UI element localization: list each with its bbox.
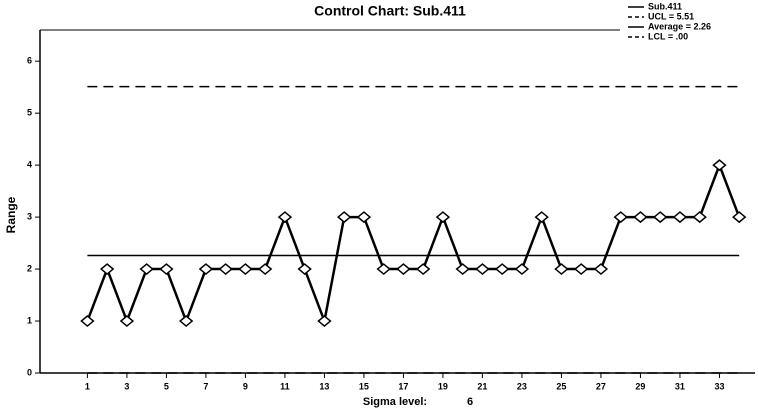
legend-label: Sub.411 <box>648 1 682 11</box>
point-marker <box>475 263 490 276</box>
y-tick-label: 6 <box>27 56 32 66</box>
legend-label: Average = 2.26 <box>648 21 711 31</box>
x-tick-label: 25 <box>556 381 566 391</box>
y-tick-label: 0 <box>27 367 32 377</box>
y-tick-label: 5 <box>27 108 32 118</box>
point-marker <box>257 263 273 276</box>
x-tick-label: 1 <box>85 381 90 391</box>
point-marker <box>297 263 312 276</box>
x-tick-label: 5 <box>164 381 169 391</box>
point-marker <box>455 263 470 276</box>
point-marker <box>218 263 233 276</box>
point-marker <box>416 263 431 276</box>
x-tick-label: 9 <box>243 381 248 391</box>
point-marker <box>435 211 451 224</box>
point-marker <box>613 211 628 224</box>
point-marker <box>336 211 352 224</box>
point-marker <box>534 211 549 224</box>
point-marker <box>633 211 648 224</box>
legend-label: UCL = 5.51 <box>648 11 694 21</box>
x-tick-label: 7 <box>203 381 208 391</box>
point-marker <box>80 315 95 328</box>
x-tick-label: 33 <box>714 381 724 391</box>
x-tick-label: 13 <box>319 381 329 391</box>
y-axis-label: Range <box>4 196 18 233</box>
point-marker <box>653 211 668 224</box>
x-tick-label: 31 <box>675 381 685 391</box>
sigma-value: 6 <box>467 396 473 408</box>
y-tick-label: 3 <box>27 211 32 221</box>
x-tick-label: 27 <box>596 381 606 391</box>
point-marker <box>119 315 135 328</box>
point-marker <box>198 263 214 276</box>
point-marker <box>593 263 609 276</box>
x-tick-label: 19 <box>438 381 448 391</box>
sigma-label: Sigma level: <box>363 396 427 408</box>
point-marker <box>317 315 332 328</box>
point-marker <box>396 263 411 276</box>
point-marker <box>356 211 372 224</box>
x-tick-label: 15 <box>359 381 369 391</box>
point-marker <box>554 263 569 276</box>
y-tick-label: 4 <box>27 159 32 169</box>
chart-title: Control Chart: Sub.411 <box>314 3 466 19</box>
x-tick-label: 21 <box>477 381 487 391</box>
legend-label: LCL = .00 <box>648 31 688 41</box>
x-tick-label: 17 <box>398 381 408 391</box>
point-marker <box>495 263 510 276</box>
point-marker <box>178 315 194 328</box>
point-marker <box>376 263 391 276</box>
x-tick-label: 23 <box>517 381 527 391</box>
point-marker <box>672 211 688 224</box>
point-marker <box>159 263 174 276</box>
point-marker <box>732 211 747 224</box>
point-marker <box>712 159 727 172</box>
point-marker <box>514 263 530 276</box>
y-tick-label: 2 <box>27 263 32 273</box>
point-marker <box>692 211 707 224</box>
x-tick-label: 3 <box>124 381 129 391</box>
x-tick-label: 29 <box>635 381 645 391</box>
point-marker <box>99 263 115 276</box>
series-line <box>86 161 741 326</box>
point-marker <box>139 263 154 276</box>
y-tick-label: 1 <box>27 315 32 325</box>
point-marker <box>238 263 253 276</box>
x-tick-label: 11 <box>280 381 290 391</box>
point-marker <box>574 263 589 276</box>
point-marker <box>277 211 293 224</box>
